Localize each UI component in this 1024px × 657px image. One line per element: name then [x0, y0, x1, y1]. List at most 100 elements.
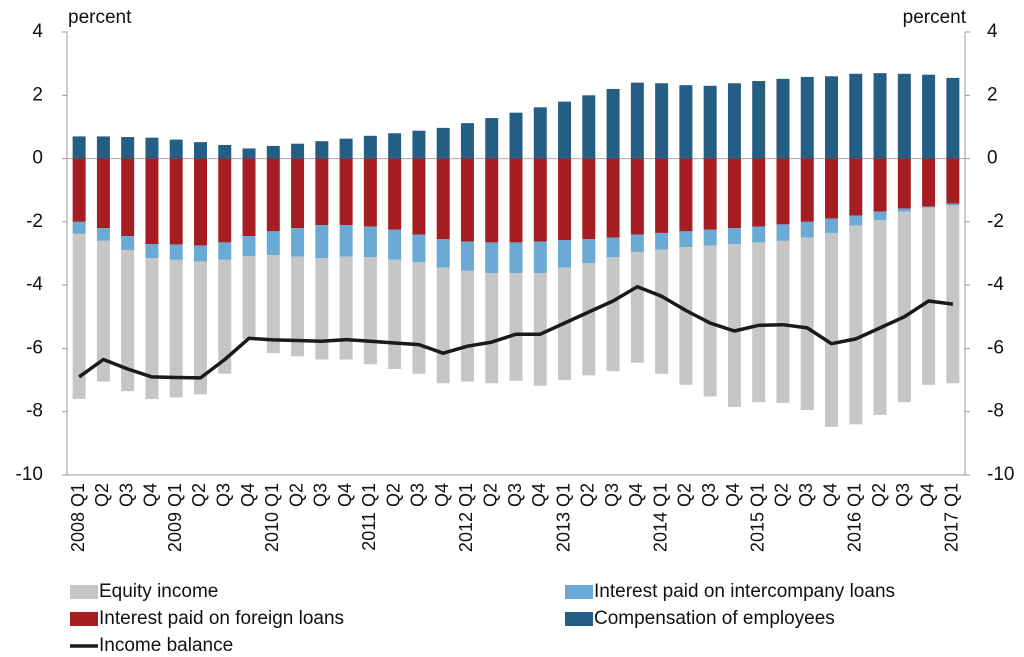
x-tick-label: Q4 [335, 483, 355, 507]
bar [291, 143, 305, 159]
x-tick-label: 2010 Q1 [262, 483, 282, 552]
bar [460, 123, 474, 159]
bar [533, 273, 547, 386]
bar [363, 226, 377, 258]
bar [849, 225, 863, 425]
bar [922, 207, 936, 385]
bar [121, 137, 135, 159]
y-tick-label: 2 [32, 84, 43, 105]
bar [218, 242, 232, 260]
x-tick-label: Q2 [383, 483, 403, 507]
x-tick-label: Q3 [699, 483, 719, 507]
bar [436, 239, 450, 268]
bar [873, 158, 887, 212]
legend-swatch [565, 585, 593, 599]
x-tick-label: 2014 Q1 [650, 483, 670, 552]
legend-swatch [565, 612, 593, 626]
legend-label: Compensation of employees [594, 608, 835, 629]
bar [679, 247, 693, 385]
bar [485, 118, 499, 159]
bar [72, 158, 86, 222]
legend-swatch [70, 612, 98, 626]
bar [121, 158, 135, 237]
bar [242, 236, 256, 257]
bar [436, 127, 450, 159]
bar [558, 158, 572, 241]
bar [460, 270, 474, 382]
bar [388, 259, 402, 369]
bar [946, 205, 960, 384]
bar [752, 158, 766, 227]
y-tick-label: 4 [32, 21, 43, 42]
bar [121, 250, 135, 392]
bar [679, 231, 693, 248]
legend-label: Interest paid on foreign loans [99, 608, 344, 629]
x-tick-label: Q3 [505, 483, 525, 507]
x-tick-label: Q2 [578, 483, 598, 507]
bar [897, 211, 911, 403]
bar [873, 73, 887, 159]
x-tick-label: 2009 Q1 [165, 483, 185, 552]
bar [825, 158, 839, 219]
bar [388, 133, 402, 159]
bar [558, 101, 572, 159]
bar [776, 224, 790, 241]
bar [218, 158, 232, 243]
x-tick-label: Q3 [311, 483, 331, 507]
bar [96, 240, 110, 382]
bar [897, 208, 911, 212]
bar [193, 261, 207, 395]
x-tick-label: Q2 [189, 483, 209, 507]
bar [436, 158, 450, 240]
legend-label: Equity income [99, 581, 218, 602]
bar [533, 107, 547, 159]
bar [412, 262, 426, 374]
x-tick-label: Q4 [723, 483, 743, 507]
y-tick-label: 0 [32, 148, 43, 169]
bar [509, 273, 523, 381]
bar [145, 244, 159, 259]
bar [339, 158, 353, 226]
bar [266, 158, 280, 232]
bar [291, 228, 305, 257]
x-tick-label: 2017 Q1 [942, 483, 962, 552]
bar [922, 206, 936, 208]
y2-tick-label: 2 [987, 84, 998, 105]
bar [412, 158, 426, 235]
x-tick-label: Q4 [626, 483, 646, 507]
x-tick-label: 2013 Q1 [553, 483, 573, 552]
bar [509, 112, 523, 159]
y2-tick-label: -10 [987, 464, 1014, 485]
bar [169, 158, 183, 245]
bar [169, 259, 183, 398]
bar [727, 228, 741, 245]
y2-tick-label: 0 [987, 148, 998, 169]
bar [485, 158, 499, 243]
bar [266, 255, 280, 354]
bar [533, 158, 547, 242]
x-tick-label: Q4 [432, 483, 452, 507]
bar [752, 81, 766, 159]
bar [606, 257, 620, 372]
bar [776, 78, 790, 159]
bar [606, 88, 620, 159]
bar [727, 158, 741, 229]
x-tick-label: Q3 [602, 483, 622, 507]
bar [849, 158, 863, 216]
bar [388, 158, 402, 230]
x-tick-label: Q2 [286, 483, 306, 507]
bar [800, 76, 814, 159]
bar [582, 95, 596, 159]
bar [315, 141, 329, 159]
x-tick-label: 2011 Q1 [359, 483, 379, 551]
bar [897, 73, 911, 159]
bar [72, 233, 86, 400]
y2-axis-label: percent [903, 7, 967, 28]
x-tick-label: Q4 [529, 483, 549, 507]
bar [703, 158, 717, 230]
bar [145, 158, 159, 245]
bar [946, 158, 960, 204]
bar [703, 245, 717, 397]
x-tick-label: Q3 [214, 483, 234, 507]
bar [291, 158, 305, 229]
